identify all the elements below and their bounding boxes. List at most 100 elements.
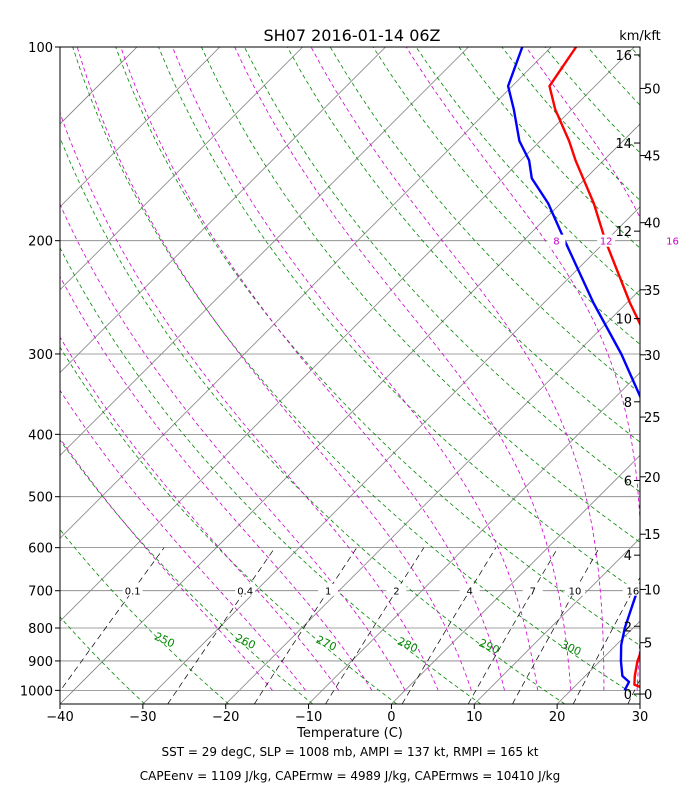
moist-adiabat-line: [76, 47, 472, 691]
moist-adiabat-line: [60, 203, 406, 691]
footer-line-2: CAPEenv = 1109 J/kg, CAPErmw = 4989 J/kg…: [139, 769, 561, 783]
grid-line-labels: 0.10.41247101625026027028029030081216202…: [122, 234, 682, 659]
pressure-tick-label: 700: [28, 585, 53, 600]
kft-tick-label: 5: [644, 637, 652, 652]
mixing-ratio-label: 0.1: [125, 587, 141, 598]
dry-adiabat-label: 270: [314, 633, 339, 654]
isotherm-line: [391, 454, 640, 704]
pressure-tick-label: 200: [28, 235, 53, 250]
axes: −40 −30 −20 −10 0 10 20 30100200300400500600700…: [20, 41, 661, 725]
moist-adiabat-line: [120, 47, 505, 691]
pressure-tick-label: 600: [28, 542, 53, 557]
isotherm-line: [0, 47, 54, 704]
dry-adiabat-line: [201, 47, 640, 543]
dry-adiabat-line: [501, 47, 640, 201]
mixing-ratio-label: 10: [569, 587, 582, 598]
mixing-ratio-line: [512, 547, 600, 704]
dry-adiabat-line: [458, 47, 640, 249]
km-tick-label: 2: [624, 620, 632, 635]
moist-adiabat-label-bg: [663, 234, 682, 247]
moist-adiabat-label-bg: [597, 234, 616, 247]
kft-tick-label: 0: [644, 688, 652, 703]
x-axis-label: Temperature (C): [296, 726, 403, 740]
km-tick-label: 10: [615, 313, 632, 328]
x-tick-label: −20: [212, 710, 239, 725]
x-tick-label: 0: [387, 710, 395, 725]
dry-adiabat-label: 250: [152, 630, 177, 651]
km-tick-label: 8: [624, 396, 632, 411]
dry-adiabat-label: 280: [395, 635, 420, 656]
mixing-ratio-label-bg: [459, 583, 480, 596]
x-tick-label: 30: [632, 710, 649, 725]
kft-tick-label: 35: [644, 284, 661, 299]
dry-adiabat-line: [60, 136, 566, 704]
moist-adiabat-line: [60, 389, 306, 691]
mixing-ratio-label-bg: [318, 583, 339, 596]
mixing-ratio-line: [627, 678, 640, 704]
temperature-profile-line: [548, 47, 640, 689]
dry-adiabat-label: 290: [477, 636, 502, 657]
sounding-profiles: [506, 47, 640, 691]
pressure-tick-label: 300: [28, 348, 53, 363]
dry-adiabat-line: [329, 47, 640, 394]
km-tick-label: 4: [624, 549, 632, 564]
x-tick-label: 20: [549, 710, 566, 725]
isotherm-line: [60, 47, 221, 208]
dry-adiabat-line: [60, 616, 145, 704]
pressure-tick-label: 900: [28, 655, 53, 670]
moist-adiabat-label: 12: [600, 237, 613, 248]
moist-adiabat-line: [60, 336, 340, 691]
mixing-ratio-label-bg: [622, 583, 643, 596]
mixing-ratio-line: [254, 547, 358, 704]
mixing-ratio-label-bg: [122, 583, 143, 596]
kft-tick-label: 30: [644, 349, 661, 364]
mixing-ratio-label: 7: [530, 587, 536, 598]
dry-adiabat-line: [60, 702, 61, 704]
kft-tick-label: 20: [644, 471, 661, 486]
mixing-ratio-line: [401, 547, 497, 704]
dry-adiabat-line: [674, 47, 700, 704]
mixing-ratio-line: [467, 547, 559, 704]
kft-tick-label: 50: [644, 82, 661, 97]
mixing-ratio-line: [572, 576, 640, 704]
footer-line-1: SST = 29 degC, SLP = 1008 mb, AMPI = 137…: [161, 745, 539, 759]
moist-adiabat-label: 8: [553, 237, 559, 248]
mixing-ratio-label-bg: [386, 583, 407, 596]
mixing-ratio-label: 4: [467, 587, 473, 598]
km-tick-label: 6: [624, 474, 632, 489]
dry-adiabat-line: [244, 47, 640, 493]
plot-frame: [59, 46, 641, 705]
mixing-ratio-line: [60, 547, 165, 692]
moist-adiabat-line: [671, 47, 700, 690]
dry-adiabat-label: 260: [233, 631, 258, 652]
kft-tick-label: 25: [644, 411, 661, 426]
chart-title: SH07 2016-01-14 06Z: [263, 26, 440, 45]
mixing-ratio-label: 0.4: [237, 587, 253, 598]
mixing-ratio-label: 16: [626, 587, 639, 598]
x-tick-label: −40: [46, 710, 73, 725]
moist-adiabat-label: 16: [666, 237, 679, 248]
pressure-tick-label: 500: [28, 491, 53, 506]
isotherm-line: [60, 47, 552, 539]
moist-adiabat-line: [310, 47, 605, 691]
dry-adiabat-line: [630, 47, 640, 58]
isotherm-line: [60, 47, 386, 374]
dry-adiabat-line: [60, 528, 229, 704]
pressure-tick-label: 100: [28, 41, 53, 56]
mixing-ratio-label-bg: [522, 583, 543, 596]
mixing-ratio-label: 1: [325, 587, 331, 598]
mixing-ratio-label-bg: [235, 583, 256, 596]
km-tick-label: 12: [615, 225, 632, 240]
right-axis-label: km/kft: [619, 29, 661, 44]
isotherm-line: [60, 47, 303, 291]
dry-adiabat-line: [286, 47, 640, 443]
dry-adiabat-line: [60, 346, 397, 704]
dry-adiabat-line: [60, 439, 313, 704]
mixing-ratio-label: 2: [393, 587, 399, 598]
isotherm-line: [474, 537, 640, 704]
dry-adiabat-line: [587, 47, 640, 106]
kft-tick-label: 15: [644, 528, 661, 543]
km-tick-label: 0: [624, 688, 632, 703]
x-tick-label: 10: [466, 710, 483, 725]
